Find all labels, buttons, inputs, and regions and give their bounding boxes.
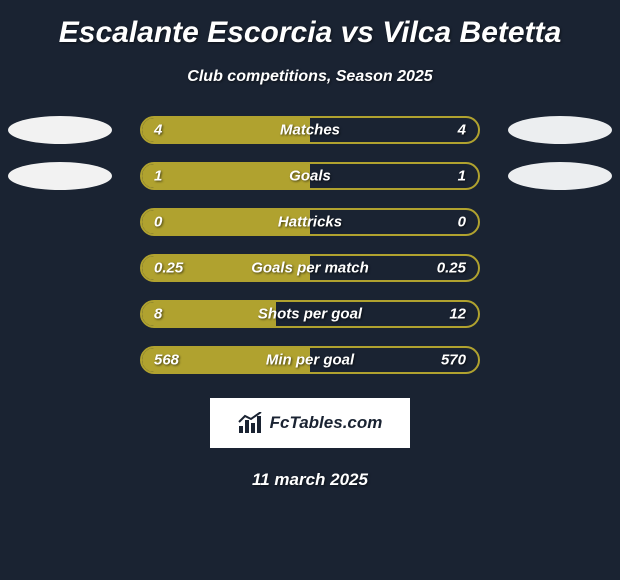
player-badge-left — [8, 162, 112, 190]
stat-bar: 1 Goals 1 — [140, 162, 480, 190]
stat-bar: 0.25 Goals per match 0.25 — [140, 254, 480, 282]
stat-row: 8 Shots per goal 12 — [0, 300, 620, 328]
stat-row: 0.25 Goals per match 0.25 — [0, 254, 620, 282]
stat-value-right: 1 — [458, 168, 466, 185]
stat-bar: 568 Min per goal 570 — [140, 346, 480, 374]
stat-bar: 8 Shots per goal 12 — [140, 300, 480, 328]
player-badge-right — [508, 162, 612, 190]
stat-value-left: 4 — [154, 122, 162, 139]
stat-label: Goals per match — [251, 260, 369, 277]
stat-value-left: 0.25 — [154, 260, 183, 277]
stat-value-right: 4 — [458, 122, 466, 139]
stat-label: Goals — [289, 168, 331, 185]
stat-value-right: 12 — [449, 306, 466, 323]
page-subtitle: Club competitions, Season 2025 — [187, 68, 432, 86]
stat-row: 1 Goals 1 — [0, 162, 620, 190]
stat-label: Matches — [280, 122, 340, 139]
stat-label: Min per goal — [266, 352, 354, 369]
stat-bar: 4 Matches 4 — [140, 116, 480, 144]
stat-value-right: 0.25 — [437, 260, 466, 277]
bar-chart-icon — [238, 412, 264, 434]
stat-value-left: 8 — [154, 306, 162, 323]
stat-label: Hattricks — [278, 214, 342, 231]
stat-rows: 4 Matches 4 1 Goals 1 0 Hattricks 0 0.25 Goals per… — [0, 116, 620, 374]
stat-row: 568 Min per goal 570 — [0, 346, 620, 374]
date-label: 11 march 2025 — [252, 470, 368, 490]
stat-value-left: 568 — [154, 352, 179, 369]
player-badge-left — [8, 116, 112, 144]
stat-bar-fill — [142, 164, 310, 188]
stat-value-left: 1 — [154, 168, 162, 185]
stat-value-right: 570 — [441, 352, 466, 369]
page-title: Escalante Escorcia vs Vilca Betetta — [59, 16, 562, 50]
logo-text: FcTables.com — [270, 413, 383, 433]
stat-value-left: 0 — [154, 214, 162, 231]
stat-value-right: 0 — [458, 214, 466, 231]
stat-label: Shots per goal — [258, 306, 362, 323]
comparison-container: Escalante Escorcia vs Vilca Betetta Club… — [0, 0, 620, 500]
stat-row: 0 Hattricks 0 — [0, 208, 620, 236]
stat-row: 4 Matches 4 — [0, 116, 620, 144]
stat-bar: 0 Hattricks 0 — [140, 208, 480, 236]
source-logo[interactable]: FcTables.com — [210, 398, 410, 448]
player-badge-right — [508, 116, 612, 144]
